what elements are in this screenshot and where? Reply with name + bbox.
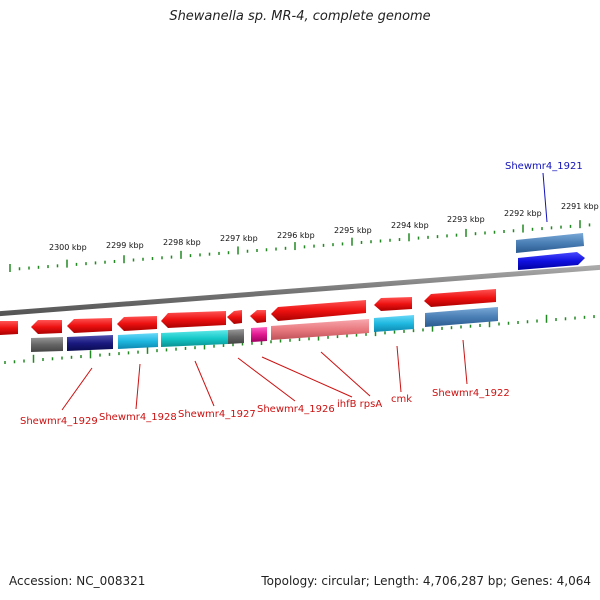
gene-box-gray-small	[228, 329, 244, 344]
gene-arrow-red	[117, 316, 157, 331]
leader-line	[135, 363, 141, 410]
gene-labels: Shewmr4_1929 Shewmr4_1928 Shewmr4_1927 S…	[20, 161, 583, 427]
kbp-label: 2300 kbp	[49, 243, 87, 252]
gene-arrow-red	[67, 318, 112, 333]
gene-label-1926: Shewmr4_1926	[257, 404, 335, 415]
accession-text: Accession: NC_008321	[9, 574, 146, 588]
gene-arrow-red	[161, 311, 226, 328]
gene-box-cyan-cmk	[374, 315, 414, 332]
outer-ruler-ticks	[9, 220, 591, 272]
gene-blue-1921	[516, 233, 584, 253]
kbp-label: 2298 kbp	[163, 238, 201, 247]
leader-line	[396, 345, 402, 393]
gene-box-cyan	[118, 333, 158, 349]
kbp-label: 2295 kbp	[334, 226, 372, 235]
gene-box-gray	[31, 337, 63, 352]
kbp-label: 2291 kbp	[561, 202, 599, 211]
leader-line	[194, 360, 215, 407]
gene-box-pink	[271, 319, 369, 340]
gene-label-1927: Shewmr4_1927	[178, 409, 256, 420]
kbp-label: 2294 kbp	[391, 221, 429, 230]
gene-label-cmk: cmk	[391, 394, 412, 405]
leader-line	[261, 356, 353, 398]
label-leader-lines	[61, 172, 548, 411]
gene-label-1922: Shewmr4_1922	[432, 388, 510, 399]
inner-ruler-ticks	[4, 314, 595, 364]
kbp-label: 2297 kbp	[220, 234, 258, 243]
leader-line	[542, 172, 548, 223]
gene-arrow-red	[0, 321, 18, 335]
gene-label-1928: Shewmr4_1928	[99, 412, 177, 423]
map-title: Shewanella sp. MR-4, complete genome	[169, 9, 431, 24]
reverse-strand-features	[31, 307, 498, 352]
genome-backbone	[0, 264, 600, 317]
leader-line	[320, 351, 371, 397]
gene-arrow-red	[424, 289, 496, 307]
gene-label-1921: Shewmr4_1921	[505, 161, 583, 172]
kbp-label: 2296 kbp	[277, 231, 315, 240]
leader-line	[462, 339, 468, 385]
ruler-labels: 2300 kbp 2299 kbp 2298 kbp 2297 kbp 2296 kbp…	[49, 202, 599, 252]
gene-arrow-red	[31, 320, 62, 334]
kbp-label: 2292 kbp	[504, 209, 542, 218]
gene-box-blue-1922	[425, 307, 498, 327]
gene-label-1929: Shewmr4_1929	[20, 416, 98, 427]
leader-line	[237, 357, 296, 402]
gene-box-teal	[161, 330, 228, 347]
gene-arrow-red	[374, 297, 412, 311]
gene-box-magenta	[251, 327, 267, 342]
leader-line	[61, 367, 93, 411]
forward-strand-features	[0, 233, 585, 335]
gene-arrow-dark-blue	[518, 252, 585, 270]
kbp-label: 2299 kbp	[106, 241, 144, 250]
gene-box-navy	[67, 335, 113, 351]
kbp-label: 2293 kbp	[447, 215, 485, 224]
gene-arrow-red	[271, 300, 366, 321]
gene-arrow-red	[227, 310, 242, 324]
gene-label-ihfb-rpsa: ihfB rpsA	[337, 399, 382, 410]
genome-summary-text: Topology: circular; Length: 4,706,287 bp…	[261, 574, 591, 588]
gene-arrow-red	[250, 310, 266, 323]
